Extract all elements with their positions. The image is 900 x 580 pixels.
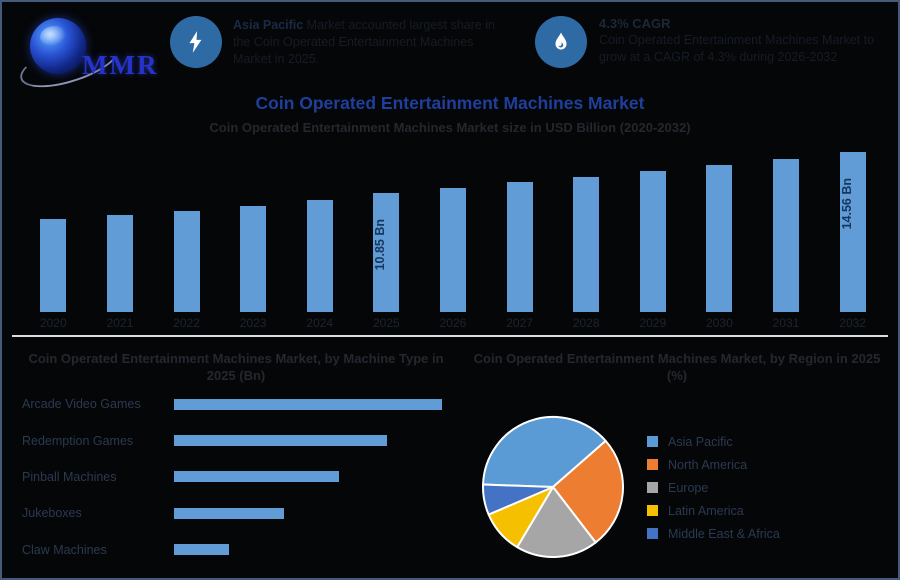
- hbar-category-label: Jukeboxes: [22, 506, 82, 521]
- mmr-logo: MMR: [14, 10, 166, 98]
- bar-2030: [706, 165, 733, 312]
- axis-year-label-2032: 2032: [839, 316, 866, 330]
- pie-slice-middle-east-africa: [482, 483, 554, 516]
- pie-legend: Asia Pacific North America Europe Latin Ame…: [647, 430, 780, 545]
- cagr-body: Coin Operated Entertainment Machines Mar…: [599, 33, 875, 64]
- bar-column-2028: 2028: [553, 142, 620, 334]
- logo-text: MMR: [82, 50, 159, 80]
- bar-2022: [173, 211, 200, 312]
- bar-2026: [439, 188, 466, 312]
- bar-2025: 10.85 Bn: [373, 193, 400, 312]
- globe-icon: [30, 18, 86, 74]
- section-divider: [12, 335, 888, 337]
- hbar-claw-machines: [174, 544, 229, 556]
- machine-type-bar-chart: Arcade Video Games Redemption Games Pinbal…: [22, 386, 452, 568]
- hbar-redemption-games: [174, 435, 387, 447]
- callout-cagr: 4.3% CAGR Coin Operated Entertainment Ma…: [599, 15, 881, 66]
- legend-label: Asia Pacific: [668, 434, 733, 449]
- hbar-row: Arcade Video Games: [22, 386, 452, 422]
- pie-slice-north-america: [552, 439, 624, 544]
- hbar-arcade-video-games: [174, 398, 442, 410]
- bar-column-2023: 2023: [220, 142, 287, 334]
- pie-slice-asia-pacific: [482, 416, 607, 488]
- axis-year-label-2026: 2026: [439, 316, 467, 330]
- axis-year-label-2028: 2028: [572, 316, 600, 330]
- hbar-category-label: Claw Machines: [22, 542, 107, 557]
- bar-2032: 14.56 Bn: [839, 152, 866, 312]
- hbar-row: Claw Machines: [22, 532, 452, 568]
- hbar-category-label: Pinball Machines: [22, 469, 117, 484]
- hbar-category-label: Arcade Video Games: [22, 397, 141, 412]
- main-bar-chart: 2020 2021 2022 2023 2024 10.85 Bn 2025 2026 2027…: [20, 142, 886, 334]
- region-pie-chart-title: Coin Operated Entertainment Machines Mar…: [473, 351, 881, 383]
- legend-item: North America: [647, 453, 780, 476]
- page-subtitle: Coin Operated Entertainment Machines Mar…: [209, 120, 691, 135]
- bar-column-2026: 2026: [420, 142, 487, 334]
- legend-item: Asia Pacific: [647, 430, 780, 453]
- bar-column-2021: 2021: [87, 142, 154, 334]
- machine-type-chart-title: Coin Operated Entertainment Machines Mar…: [28, 351, 444, 383]
- bar-column-2020: 2020: [20, 142, 87, 334]
- hbar-row: Pinball Machines: [22, 459, 452, 495]
- legend-label: Europe: [668, 480, 709, 495]
- axis-year-label-2025: 2025: [373, 316, 400, 330]
- callout-body: Market accounted largest share in the Co…: [233, 18, 495, 66]
- axis-year-label-2027: 2027: [506, 316, 533, 330]
- bar-2021: [106, 215, 133, 312]
- cagr-heading: 4.3% CAGR: [599, 16, 671, 31]
- legend-swatch-icon: [647, 459, 658, 470]
- legend-item: Latin America: [647, 499, 780, 522]
- callout-highlight: Asia Pacific: [233, 18, 304, 32]
- flame-icon-badge: [535, 16, 587, 68]
- bar-2027: [506, 182, 533, 312]
- bar-column-2027: 2027: [486, 142, 553, 334]
- bar-value-label-2025: 10.85 Bn: [373, 219, 388, 271]
- legend-label: North America: [668, 457, 748, 472]
- legend-label: Latin America: [668, 503, 744, 518]
- bar-column-2032: 14.56 Bn 2032: [819, 142, 886, 334]
- pie-slice-europe: [516, 486, 597, 558]
- legend-item: Europe: [647, 476, 780, 499]
- bar-column-2024: 2024: [286, 142, 353, 334]
- legend-swatch-icon: [647, 482, 658, 493]
- lightning-icon: [189, 31, 202, 53]
- bar-2024: [306, 200, 333, 312]
- axis-year-label-2021: 2021: [106, 316, 134, 330]
- page-title: Coin Operated Entertainment Machines Mar…: [255, 93, 645, 113]
- bar-column-2031: 2031: [753, 142, 820, 334]
- hbar-row: Jukeboxes: [22, 495, 452, 531]
- bar-2020: [40, 219, 67, 312]
- flame-icon: [555, 32, 567, 50]
- hbar-pinball-machines: [174, 471, 339, 483]
- axis-year-label-2024: 2024: [306, 316, 334, 330]
- legend-swatch-icon: [647, 436, 658, 447]
- legend-label: Middle East & Africa: [668, 526, 780, 541]
- bar-2023: [240, 206, 267, 312]
- bar-2031: [773, 159, 799, 312]
- bar-column-2025: 10.85 Bn 2025: [353, 142, 420, 334]
- lightning-icon-badge: [170, 16, 222, 68]
- bar-2029: [639, 171, 666, 312]
- hbar-jukeboxes: [174, 507, 284, 519]
- axis-year-label-2030: 2030: [706, 316, 733, 330]
- axis-year-label-2023: 2023: [239, 316, 267, 330]
- legend-swatch-icon: [647, 528, 658, 539]
- hbar-row: Redemption Games: [22, 422, 452, 458]
- bar-column-2030: 2030: [686, 142, 753, 334]
- hbar-category-label: Redemption Games: [22, 433, 134, 448]
- callout-asia-pacific: Asia Pacific Market accounted largest sha…: [233, 17, 515, 68]
- legend-swatch-icon: [647, 505, 658, 516]
- axis-year-label-2029: 2029: [639, 316, 667, 330]
- bar-value-label-2032: 14.56 Bn: [839, 178, 854, 230]
- bar-column-2022: 2022: [153, 142, 220, 334]
- axis-year-label-2022: 2022: [173, 316, 200, 330]
- bar-2028: [573, 177, 600, 312]
- legend-item: Middle East & Africa: [647, 522, 780, 545]
- axis-year-label-2031: 2031: [772, 316, 800, 330]
- region-pie-chart: [482, 416, 624, 558]
- axis-year-label-2020: 2020: [39, 316, 67, 330]
- bar-column-2029: 2029: [619, 142, 686, 334]
